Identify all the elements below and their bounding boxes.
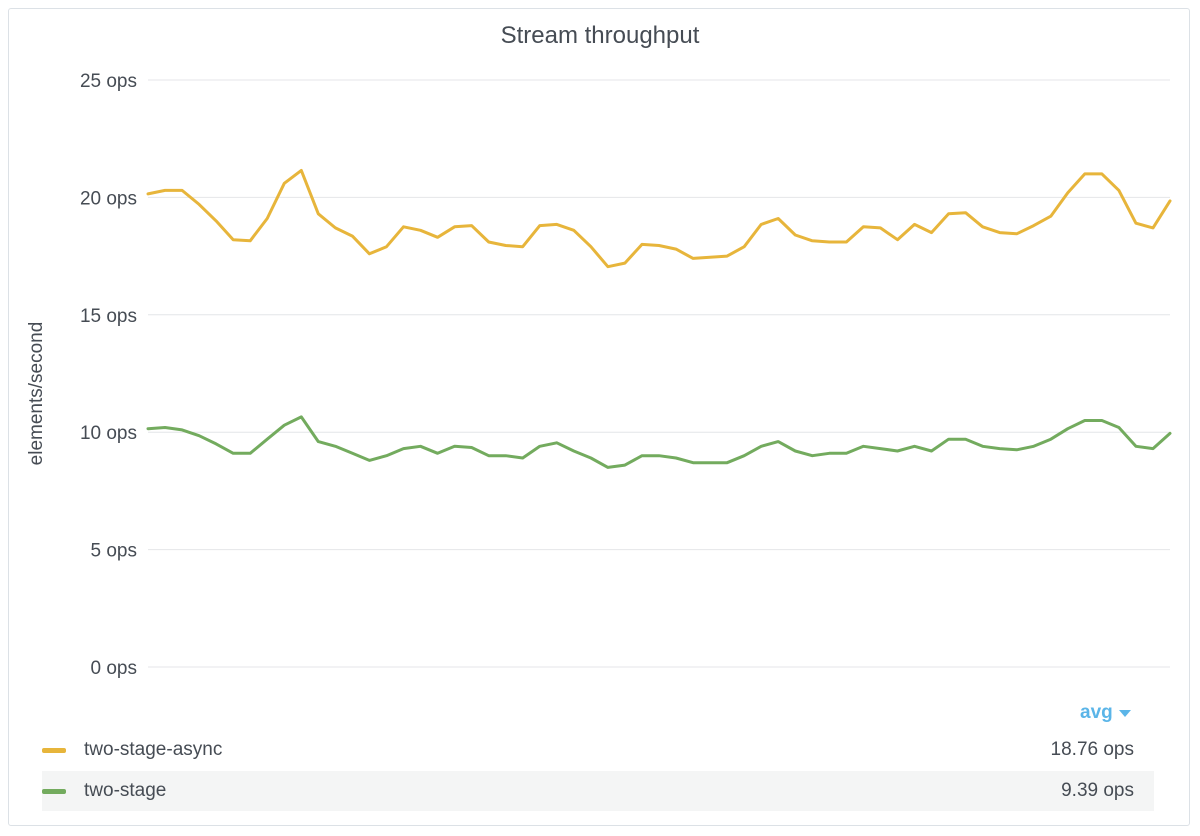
legend-swatch <box>42 788 66 794</box>
legend-series-avg: 9.39 ops <box>1061 780 1134 801</box>
legend-swatch <box>42 747 66 753</box>
y-tick-label: 15 ops <box>80 306 137 327</box>
sort-avg-button[interactable]: avg <box>1080 702 1131 724</box>
panel-title: Stream throughput <box>500 22 700 49</box>
y-tick-label: 0 ops <box>91 658 137 679</box>
y-axis-label: elements/second <box>26 322 47 466</box>
y-tick-label: 25 ops <box>80 71 137 92</box>
y-tick-label: 10 ops <box>80 423 137 444</box>
caret-down-icon <box>1118 709 1131 717</box>
legend-series-name: two-stage <box>84 780 167 801</box>
sort-label: avg <box>1080 702 1113 723</box>
y-tick-label: 5 ops <box>91 541 137 562</box>
legend-series-name: two-stage-async <box>84 739 223 760</box>
y-tick-label: 20 ops <box>80 188 137 209</box>
series-line-two-stage-async <box>146 168 1172 269</box>
chart-panel <box>8 8 1190 826</box>
legend-item-two-stage-async[interactable]: two-stage-async 18.76 ops <box>42 730 1154 770</box>
throughput-chart: 0 ops 5 ops 10 ops 15 ops 20 ops 25 ops elemen… <box>26 71 1172 679</box>
legend-series-avg: 18.76 ops <box>1050 739 1134 760</box>
series-line-two-stage <box>146 415 1172 469</box>
legend-item-two-stage[interactable]: two-stage 9.39 ops <box>42 771 1154 811</box>
